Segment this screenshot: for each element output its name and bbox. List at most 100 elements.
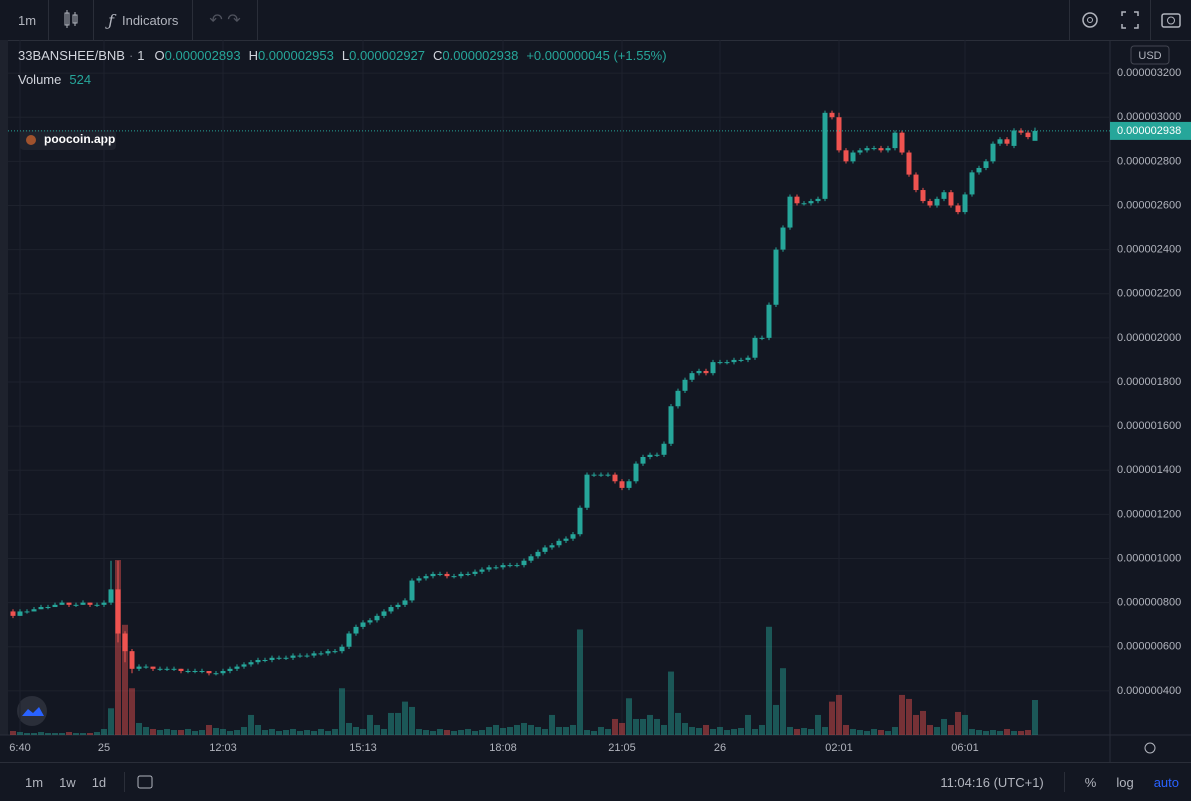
y-tick-label: 0.000001400 (1117, 464, 1181, 476)
candle-body (920, 190, 926, 202)
currency-select[interactable] (1130, 45, 1170, 65)
candle-body (654, 454, 660, 456)
volume-bar (59, 732, 65, 735)
candle-body (640, 457, 646, 464)
volume-bar (612, 718, 618, 735)
logo-shape (22, 707, 44, 716)
last-price-tag (1110, 121, 1191, 140)
volume-bar (318, 728, 324, 735)
y-tick-label: 0.000002800 (1117, 155, 1181, 167)
candle-body (73, 604, 79, 606)
candle-body (241, 664, 247, 667)
interval-button[interactable]: 1m (18, 12, 37, 28)
candle-body (10, 611, 16, 616)
range-button[interactable]: 1w (59, 774, 76, 790)
volume-bar (192, 730, 198, 735)
candle-body (24, 611, 30, 613)
y-tick-label: 0.000001200 (1117, 508, 1181, 520)
candle-body (416, 578, 422, 581)
volume-bar (437, 728, 443, 735)
volume-bar (717, 726, 723, 735)
change: +0.000000045 (+1.55%) (526, 48, 667, 63)
separator (1063, 772, 1065, 792)
volume-bar (857, 729, 863, 735)
undo-redo[interactable]: ↶ ↷ (209, 12, 241, 29)
volume-bar (115, 560, 121, 735)
candle-body (514, 565, 520, 567)
candle-body (437, 573, 443, 575)
candle-body (619, 481, 625, 488)
candle-body (1018, 130, 1024, 133)
candle-body (339, 646, 345, 652)
candle-body (122, 633, 128, 652)
volume-legend: Volume 524 (18, 72, 91, 87)
candle-body (220, 671, 226, 674)
symbol: 33BANSHEE/BNB (18, 48, 125, 63)
candle-body (836, 117, 842, 151)
volume-label: Volume (18, 72, 62, 87)
volume-bar (661, 724, 667, 735)
candles (10, 110, 1038, 676)
watermark-icon (26, 135, 36, 145)
candle-body (850, 152, 856, 162)
candle-body (150, 666, 156, 669)
volume-bar (395, 712, 401, 735)
volume-bar (969, 728, 975, 735)
log-toggle[interactable]: log (1116, 774, 1134, 790)
candle-body (668, 406, 674, 444)
volume-bar (472, 730, 478, 735)
candle-body (815, 198, 821, 202)
range-button[interactable]: 1m (25, 774, 44, 790)
candle-body (206, 671, 212, 674)
candle-body (542, 547, 548, 552)
volume-bar (577, 629, 583, 735)
volume-bar (864, 730, 870, 735)
volume-bar (129, 688, 135, 735)
volume-bar (332, 728, 338, 735)
candle-body (423, 576, 429, 579)
volume-bar (913, 714, 919, 735)
axis-settings-icon[interactable] (1144, 742, 1156, 754)
snapshot-icon[interactable] (1151, 0, 1191, 40)
candle-body (759, 337, 765, 339)
settings-icon[interactable] (1070, 0, 1110, 40)
y-tick-label: 0.000000800 (1117, 597, 1181, 609)
volume-bar (479, 729, 485, 735)
candle-body (199, 671, 205, 673)
separator (256, 0, 258, 40)
volume-bar (381, 728, 387, 735)
fullscreen-icon[interactable] (1110, 0, 1150, 40)
candle-body (752, 337, 758, 358)
candle-body (1004, 139, 1010, 144)
volume-bar (178, 729, 184, 735)
volume-bar (227, 730, 233, 735)
volume-bar (423, 729, 429, 735)
candle-body (332, 651, 338, 653)
volume-bar (654, 718, 660, 735)
candle-body (871, 148, 877, 150)
volume-bar (598, 726, 604, 735)
volume-bar (283, 729, 289, 735)
x-tick-label: 26 (714, 742, 726, 754)
date-range-icon[interactable] (125, 763, 165, 801)
ohlc-values: O0.000002893 H0.000002953 L0.000002927 C0.0… (155, 48, 519, 63)
volume-bar (871, 728, 877, 735)
candle-body (143, 666, 149, 668)
chart-type-icon[interactable] (49, 0, 93, 40)
candle-body (773, 249, 779, 305)
volume-bar (507, 726, 513, 735)
indicators-button[interactable]: ƒ Indicators (94, 11, 192, 30)
candle-body (255, 659, 261, 663)
candle-body (584, 474, 590, 508)
tradingview-logo[interactable] (17, 696, 47, 726)
volume-bar (17, 731, 23, 735)
range-button[interactable]: 1d (91, 774, 107, 790)
percent-toggle[interactable]: % (1084, 774, 1097, 790)
volume-bar (766, 626, 772, 735)
auto-toggle[interactable]: auto (1153, 774, 1179, 790)
candle-body (276, 657, 282, 659)
grid (8, 40, 1110, 735)
volume-bar (45, 732, 51, 735)
candle-body (402, 600, 408, 605)
volume-bar (549, 714, 555, 735)
